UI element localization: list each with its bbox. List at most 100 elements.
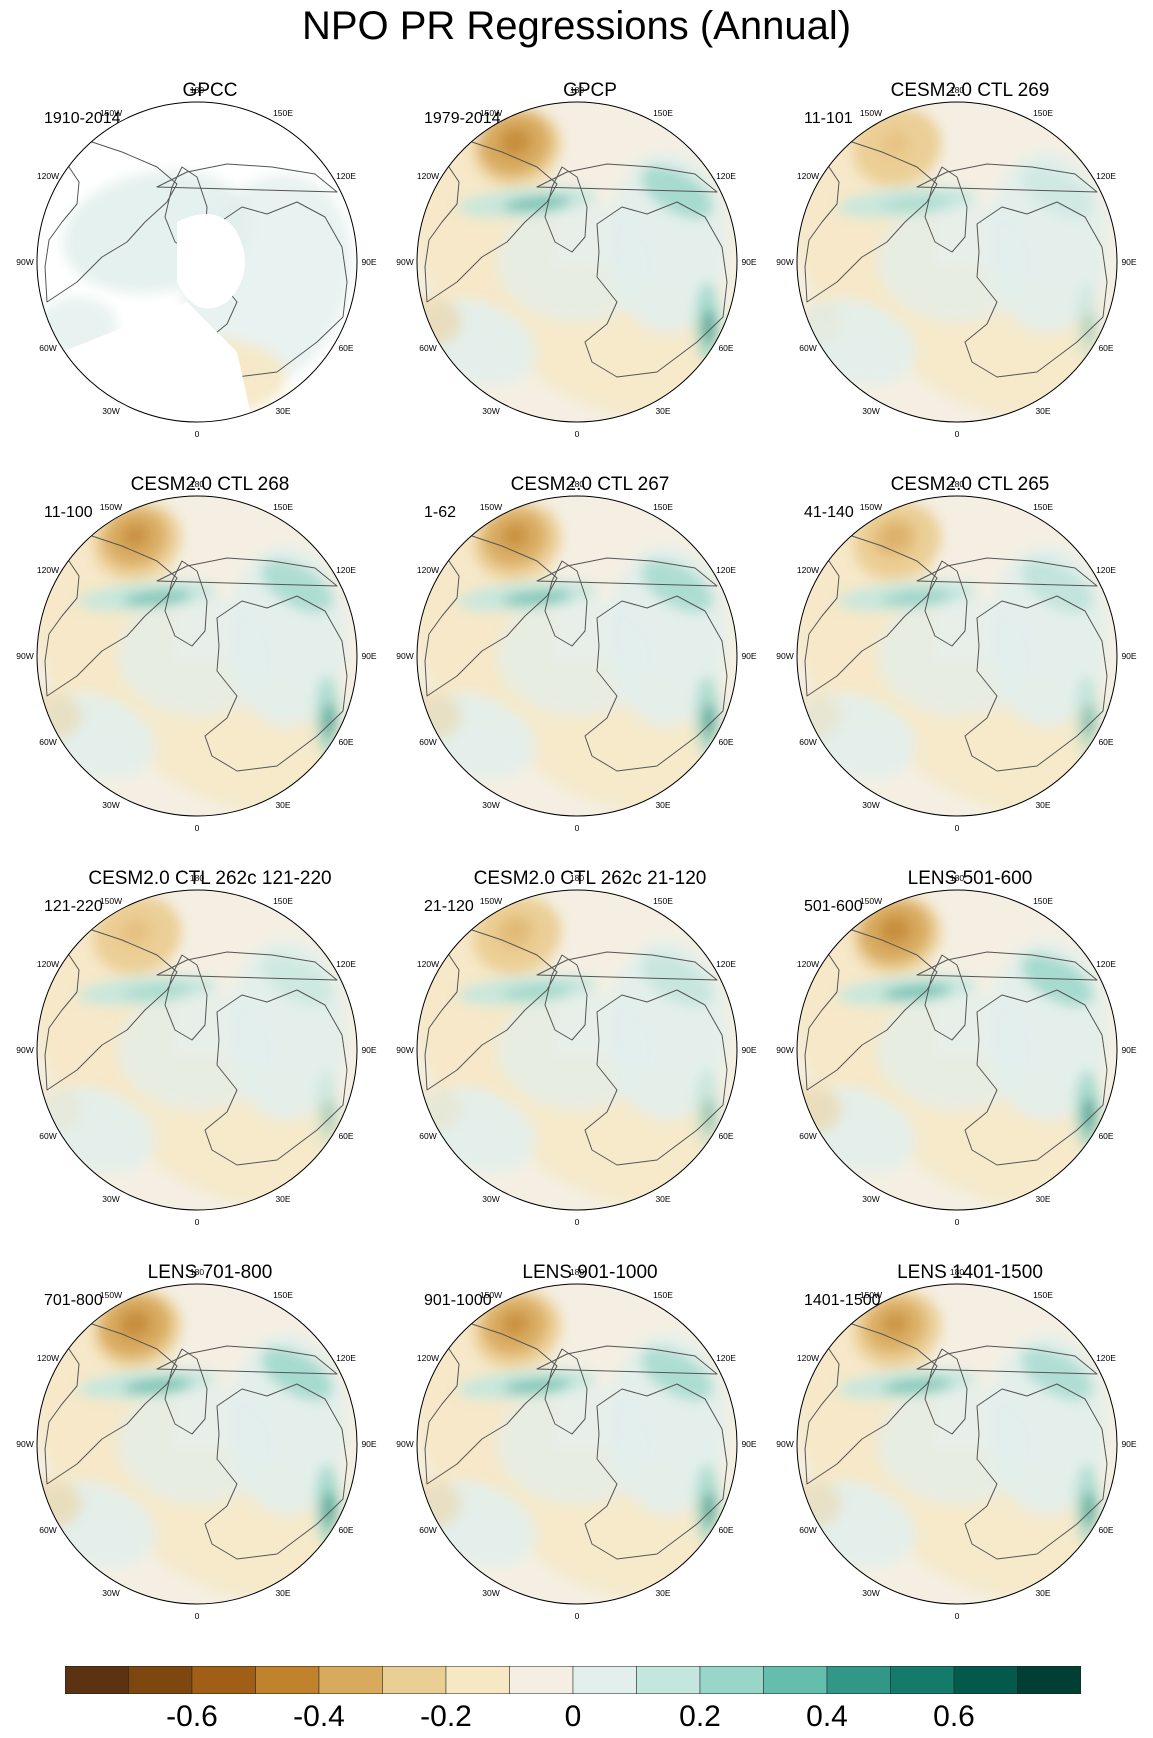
longitude-label: 90W [396, 1045, 413, 1055]
map-panel: CESM2.0 CTL 267 1-62 180 150E 120E 90E 60E 30E 0… [396, 474, 780, 869]
longitude-label: 120W [417, 1353, 439, 1363]
colorbar-swatch [699, 1666, 764, 1694]
colorbar-tick-label: -0.2 [420, 1700, 472, 1733]
longitude-label: 90E [1121, 651, 1136, 661]
longitude-label: 0 [955, 1611, 960, 1621]
longitude-label: 150E [653, 1290, 673, 1300]
panel-title: LENS 1401-1500 [897, 1262, 1043, 1283]
longitude-label: 0 [195, 1611, 200, 1621]
panel-title: GPCP [563, 80, 617, 101]
anomaly-contour [497, 990, 657, 1110]
coastline [44, 136, 178, 303]
anomaly-contour [260, 559, 334, 613]
anomaly-contour [1020, 953, 1094, 1007]
longitude-label: 120E [716, 171, 736, 181]
polar-map: 180 150E 120E 90E 60E 30E 0 30W 60W 90W 120W 150W [776, 1267, 1137, 1621]
longitude-label: 120W [797, 1353, 819, 1363]
coastline [424, 530, 558, 697]
coastline [44, 1318, 178, 1485]
coastline [164, 560, 208, 647]
coastline [804, 530, 938, 697]
panel-title: CESM2.0 CTL 262c 121-220 [88, 868, 332, 889]
anomaly-contour [1084, 1097, 1094, 1133]
longitude-label: 150W [100, 1290, 122, 1300]
map-boundary [36, 889, 358, 1211]
map-panel: CESM2.0 CTL 265 41-140 180 150E 120E 90E 60E 30… [776, 474, 1153, 869]
map-boundary [36, 495, 358, 817]
coastline [204, 1383, 348, 1560]
longitude-label: 30E [655, 1194, 670, 1204]
map-panel: CESM2.0 CTL 262c 121-220 121-220 180 150E 12… [16, 868, 400, 1263]
longitude-label: 0 [195, 1217, 200, 1227]
map-panel: LENS 701-800 701-800 180 150E 120E 90E 60E 30E 0… [16, 1262, 400, 1657]
longitude-label: 150W [480, 108, 502, 118]
longitude-label: 120E [716, 959, 736, 969]
colorbar-swatch [445, 1666, 510, 1694]
anomaly-contour [879, 915, 911, 945]
coastline [544, 560, 588, 647]
longitude-label: 120W [37, 565, 59, 575]
longitude-label: 150E [273, 896, 293, 906]
coastline [544, 954, 588, 1041]
coastline [424, 924, 558, 1091]
polar-map: 180 150E 120E 90E 60E 30E 0 30W 60W 90W 120W 150W [776, 479, 1137, 833]
anomaly-contour [503, 985, 571, 999]
longitude-label: 150W [860, 1290, 882, 1300]
longitude-label: 90E [361, 651, 376, 661]
polar-map: 180 150E 120E 90E 60E 30E 0 30W 60W 90W 120W 150W [16, 873, 377, 1227]
longitude-label: 180 [950, 873, 964, 883]
colorbar-swatch [636, 1666, 701, 1694]
map-boundary [796, 101, 1118, 423]
coastline [164, 1348, 208, 1435]
longitude-label: 120W [417, 565, 439, 575]
longitude-label: 60E [718, 1525, 733, 1535]
anomaly-contour [123, 591, 191, 605]
longitude-label: 90E [1121, 257, 1136, 267]
panel-period: 21-120 [424, 898, 474, 915]
anomaly-contour [497, 596, 657, 716]
polar-map: 180 150E 120E 90E 60E 30E 0 30W 60W 90W 120W 150W [396, 85, 757, 439]
map-panel: LENS 901-1000 901-1000 180 150E 120E 90E 60E 30… [396, 1262, 780, 1657]
anomaly-contour [503, 197, 571, 211]
anomaly-contour [129, 925, 141, 935]
longitude-label: 180 [570, 1267, 584, 1277]
longitude-label: 120W [417, 959, 439, 969]
longitude-label: 60E [718, 343, 733, 353]
polar-map: 180 150E 120E 90E 60E 30E 0 30W 60W 90W 120W 150W [16, 479, 377, 833]
map-panel: GPCC 1910-2014 180 150E 120E 90E 60E 30E 0 30W 60W… [16, 80, 400, 475]
anomaly-contour [500, 1311, 530, 1337]
longitude-label: 150W [860, 502, 882, 512]
longitude-label: 30W [482, 800, 499, 810]
colorbar-swatch [65, 1666, 129, 1694]
longitude-label: 60W [799, 1131, 816, 1141]
coastline [156, 1345, 338, 1375]
longitude-label: 150E [273, 502, 293, 512]
longitude-label: 150W [480, 502, 502, 512]
colorbar-swatch [572, 1666, 637, 1694]
longitude-label: 0 [575, 429, 580, 439]
colorbar-tick-label: 0.6 [933, 1700, 975, 1733]
coastline [924, 1348, 968, 1435]
anomaly-contour [119, 1309, 151, 1339]
anomaly-contour [877, 990, 1037, 1110]
longitude-label: 180 [190, 873, 204, 883]
anomaly-contour [37, 691, 82, 741]
longitude-label: 120W [797, 565, 819, 575]
longitude-label: 90E [361, 1439, 376, 1449]
colorbar-swatch [1017, 1666, 1081, 1694]
coastline [916, 951, 1098, 981]
anomaly-contour [499, 127, 531, 157]
longitude-label: 60W [419, 1131, 436, 1141]
polar-map: 180 150E 120E 90E 60E 30E 0 30W 60W 90W 120W 150W [396, 479, 757, 833]
coastline [204, 989, 348, 1166]
anomaly-contour [324, 1491, 334, 1527]
coastline [916, 557, 1098, 587]
longitude-label: 90W [396, 257, 413, 267]
longitude-label: 30E [1035, 1194, 1050, 1204]
longitude-label: 30E [1035, 1588, 1050, 1598]
longitude-label: 60E [1098, 343, 1113, 353]
longitude-label: 30W [862, 1588, 879, 1598]
longitude-label: 0 [575, 823, 580, 833]
coastline [544, 1348, 588, 1435]
anomaly-contour [1084, 703, 1094, 739]
